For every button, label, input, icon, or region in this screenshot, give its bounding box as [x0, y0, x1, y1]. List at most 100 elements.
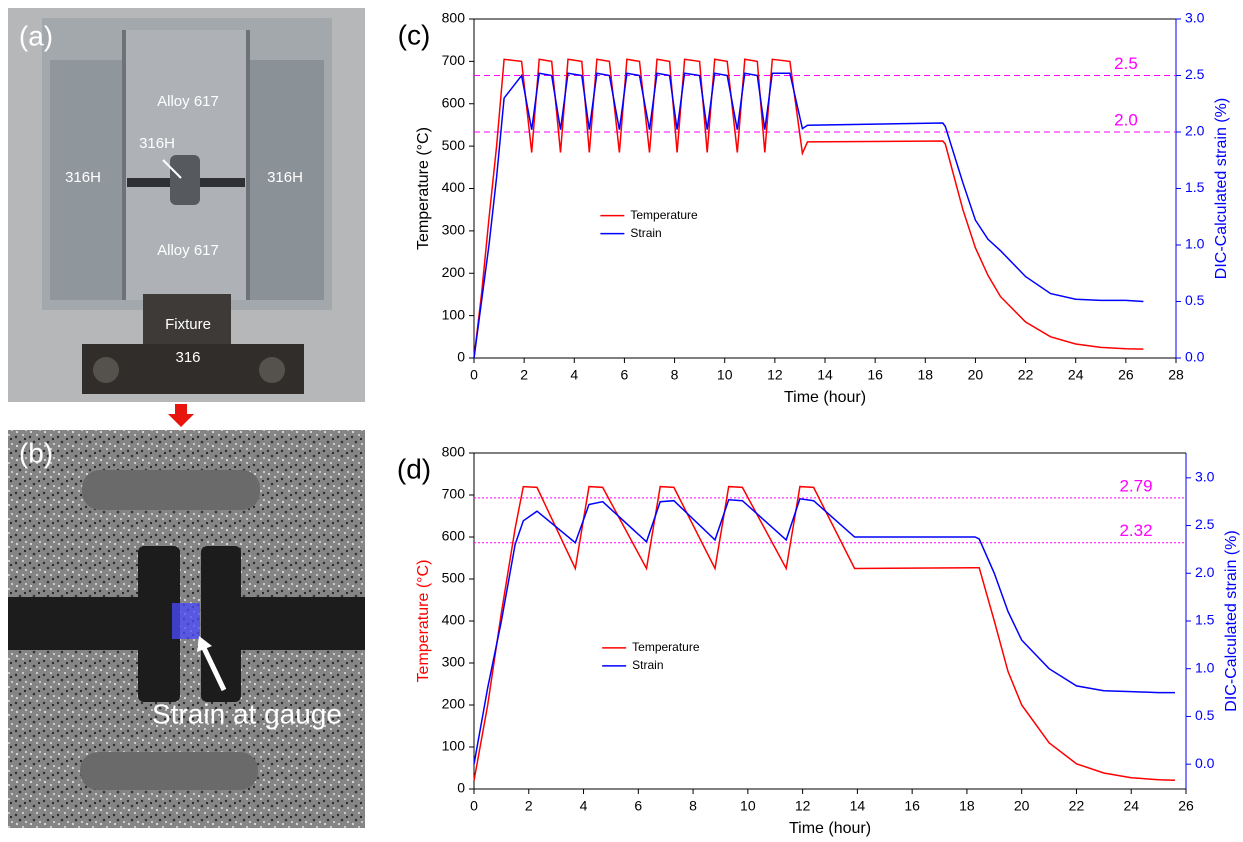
y-tick-label: 200 — [442, 264, 466, 280]
y-axis-label: Temperature (°C) — [415, 127, 432, 250]
x-tick-label: 14 — [850, 798, 866, 814]
y2-tick-label: 3.0 — [1195, 469, 1215, 485]
x-tick-label: 18 — [959, 798, 975, 814]
x-tick-label: 28 — [1168, 367, 1184, 383]
y2-tick-label: 2.5 — [1185, 66, 1205, 82]
y2-tick-label: 1.0 — [1185, 236, 1205, 252]
y-tick-label: 0 — [457, 780, 465, 796]
x-tick-label: 8 — [671, 367, 679, 383]
raised-edge — [80, 752, 258, 790]
data-line — [473, 497, 1175, 765]
x-tick-label: 8 — [689, 798, 697, 814]
panel-label: (d) — [397, 453, 431, 484]
y2-tick-label: 2.0 — [1195, 564, 1215, 580]
y-tick-label: 300 — [442, 654, 466, 670]
x-tick-label: 2 — [525, 798, 533, 814]
y-tick-label: 800 — [442, 444, 466, 460]
fixture-label: 316 — [175, 349, 200, 366]
x-tick-label: 14 — [817, 367, 833, 383]
y2-tick-label: 3.0 — [1185, 10, 1205, 26]
x-tick-label: 4 — [570, 367, 578, 383]
y-tick-label: 400 — [442, 179, 466, 195]
y2-tick-label: 2.0 — [1185, 123, 1205, 139]
y2-tick-label: 2.5 — [1195, 516, 1215, 532]
gauge-specimen — [170, 155, 200, 205]
y-tick-label: 100 — [442, 306, 466, 322]
reference-label: 2.0 — [1114, 110, 1138, 129]
x-tick-label: 20 — [1014, 798, 1030, 814]
y2-axis-label: DIC-Calculated strain (%) — [1223, 530, 1240, 711]
legend-label: Temperature — [630, 208, 698, 222]
x-tick-label: 22 — [1069, 798, 1085, 814]
y-tick-label: 600 — [442, 94, 466, 110]
x-tick-label: 16 — [867, 367, 883, 383]
annotation: Strain at gauge — [152, 698, 342, 729]
y2-tick-label: 1.0 — [1195, 659, 1215, 675]
x-tick-label: 2 — [520, 367, 528, 383]
bolt — [259, 357, 285, 383]
dark-grip — [138, 546, 180, 702]
left-wing — [50, 60, 122, 300]
down-arrow — [168, 404, 194, 427]
data-line — [473, 485, 1176, 781]
material-label: Alloy 617 — [157, 93, 219, 110]
photo-a: (a) Alloy 617 316H 316H 316H Alloy 617 F… — [8, 8, 365, 402]
x-axis-label: Time (hour) — [784, 389, 866, 406]
x-tick-label: 0 — [470, 367, 478, 383]
arrow — [162, 159, 182, 179]
slot — [122, 30, 126, 300]
photo-b: (b) Strain at gauge — [8, 430, 365, 828]
x-tick-label: 26 — [1118, 367, 1134, 383]
y-tick-label: 100 — [442, 738, 466, 754]
reference-label: 2.5 — [1114, 54, 1138, 73]
x-tick-label: 26 — [1178, 798, 1194, 814]
y-tick-label: 600 — [442, 528, 466, 544]
panel-label: (a) — [19, 20, 53, 51]
y-tick-label: 500 — [442, 137, 466, 153]
y2-tick-label: 0.5 — [1195, 707, 1215, 723]
x-tick-label: 12 — [795, 798, 811, 814]
material-label: 316H — [65, 169, 101, 186]
y2-tick-label: 0.5 — [1185, 292, 1205, 308]
y-tick-label: 400 — [442, 612, 466, 628]
x-tick-label: 16 — [904, 798, 920, 814]
x-tick-label: 22 — [1018, 367, 1034, 383]
panel-label: (b) — [19, 437, 53, 468]
material-label: Alloy 617 — [157, 242, 219, 259]
y2-tick-label: 0.0 — [1185, 349, 1205, 365]
reference-label: 2.32 — [1119, 521, 1152, 540]
y-tick-label: 200 — [442, 696, 466, 712]
y2-axis-label: DIC-Calculated strain (%) — [1213, 98, 1230, 279]
x-axis-label: Time (hour) — [789, 820, 871, 837]
bolt — [93, 357, 119, 383]
arrow-head — [197, 636, 212, 652]
x-tick-label: 6 — [621, 367, 629, 383]
legend-label: Strain — [630, 226, 661, 240]
y-tick-label: 0 — [457, 349, 465, 365]
fixture-label: Fixture — [165, 316, 211, 333]
legend-label: Strain — [632, 658, 663, 672]
x-tick-label: 24 — [1068, 367, 1084, 383]
x-tick-label: 0 — [470, 798, 478, 814]
arrow — [200, 644, 227, 692]
y-tick-label: 300 — [442, 222, 466, 238]
data-line — [473, 72, 1144, 359]
y-tick-label: 800 — [442, 10, 466, 26]
fixture-top — [143, 294, 231, 346]
x-tick-label: 24 — [1123, 798, 1139, 814]
reference-label: 2.79 — [1119, 476, 1152, 495]
x-tick-label: 10 — [717, 367, 733, 383]
x-tick-label: 12 — [767, 367, 783, 383]
gauge-box — [172, 603, 200, 639]
y2-tick-label: 0.0 — [1195, 755, 1215, 771]
right-wing — [250, 60, 324, 300]
x-tick-label: 20 — [968, 367, 984, 383]
y-tick-label: 700 — [442, 486, 466, 502]
raised-edge — [82, 470, 260, 510]
data-line — [473, 58, 1144, 359]
y-tick-label: 700 — [442, 52, 466, 68]
material-label: 316H — [267, 169, 303, 186]
x-tick-label: 18 — [917, 367, 933, 383]
